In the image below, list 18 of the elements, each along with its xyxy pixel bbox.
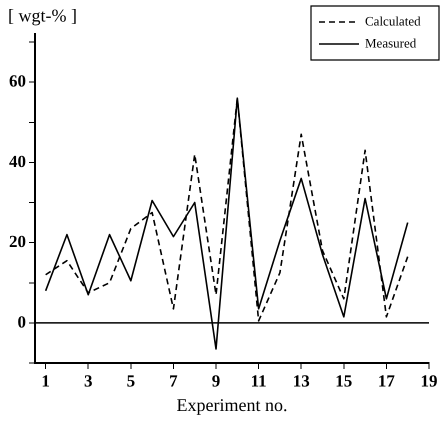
y-tick-label: 40 xyxy=(9,152,26,171)
x-tick-label: 5 xyxy=(126,372,136,391)
y-axis-title: [ wgt-% ] xyxy=(8,6,77,26)
x-tick-label: 15 xyxy=(335,372,352,391)
x-tick-label: 11 xyxy=(250,372,267,391)
y-tick-label: 0 xyxy=(18,312,26,332)
x-tick-label: 3 xyxy=(84,372,92,391)
x-tick-label: 7 xyxy=(169,372,178,391)
x-tick-label: 1 xyxy=(41,372,50,391)
x-tick-label: 13 xyxy=(292,372,310,391)
x-tick-label: 17 xyxy=(378,372,396,391)
legend-label: Measured xyxy=(365,35,417,50)
y-tick-label: 20 xyxy=(9,232,26,252)
x-tick-label: 9 xyxy=(212,372,220,391)
x-axis-title: Experiment no. xyxy=(176,394,288,415)
y-tick-label: 60 xyxy=(9,72,26,91)
legend-label: Calculated xyxy=(365,13,422,28)
x-tick-label: 19 xyxy=(420,372,438,391)
